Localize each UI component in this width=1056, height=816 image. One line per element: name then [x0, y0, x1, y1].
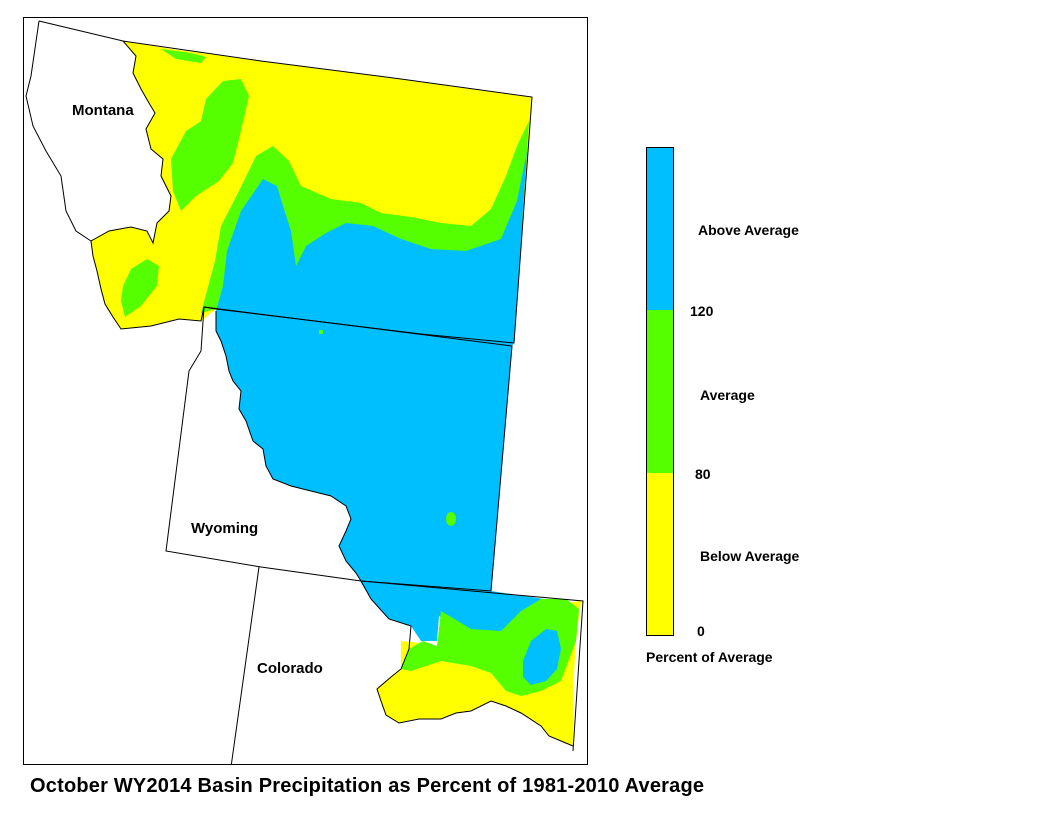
legend-label-below: Below Average — [700, 548, 800, 564]
wyoming-boundary — [165, 306, 513, 592]
map-canvas — [25, 20, 584, 764]
above-zone-main — [216, 151, 556, 641]
average-pocket-nw — [171, 79, 249, 211]
legend-break-120: 120 — [690, 303, 714, 319]
legend-swatch-average — [647, 310, 673, 473]
average-pocket-sw — [121, 259, 159, 317]
idaho-edge — [25, 20, 92, 242]
state-label-montana: Montana — [72, 102, 134, 119]
above-pocket-colorado — [523, 629, 561, 685]
legend-label-above: Above Average — [698, 222, 799, 238]
average-pocket-north — [161, 49, 206, 63]
legend-color-bar — [646, 147, 674, 636]
legend-break-80: 80 — [695, 466, 711, 482]
state-outlines — [25, 20, 584, 764]
state-label-colorado: Colorado — [257, 660, 323, 677]
colorado-boundary — [230, 566, 584, 764]
map-caption: October WY2014 Basin Precipitation as Pe… — [30, 775, 705, 797]
legend-break-0: 0 — [697, 623, 705, 639]
legend-swatch-above — [647, 148, 673, 310]
basin-outline-south — [360, 580, 574, 747]
basin-outline-west — [215, 311, 362, 582]
average-patch-wyoming — [446, 512, 456, 526]
legend-swatch-below — [647, 473, 673, 635]
map-frame: Montana Wyoming Colorado — [23, 17, 588, 765]
legend-label-average: Average — [700, 387, 755, 403]
legend-title: Percent of Average — [646, 649, 773, 665]
state-label-wyoming: Wyoming — [191, 520, 259, 537]
average-dot-wyoming — [319, 330, 323, 334]
